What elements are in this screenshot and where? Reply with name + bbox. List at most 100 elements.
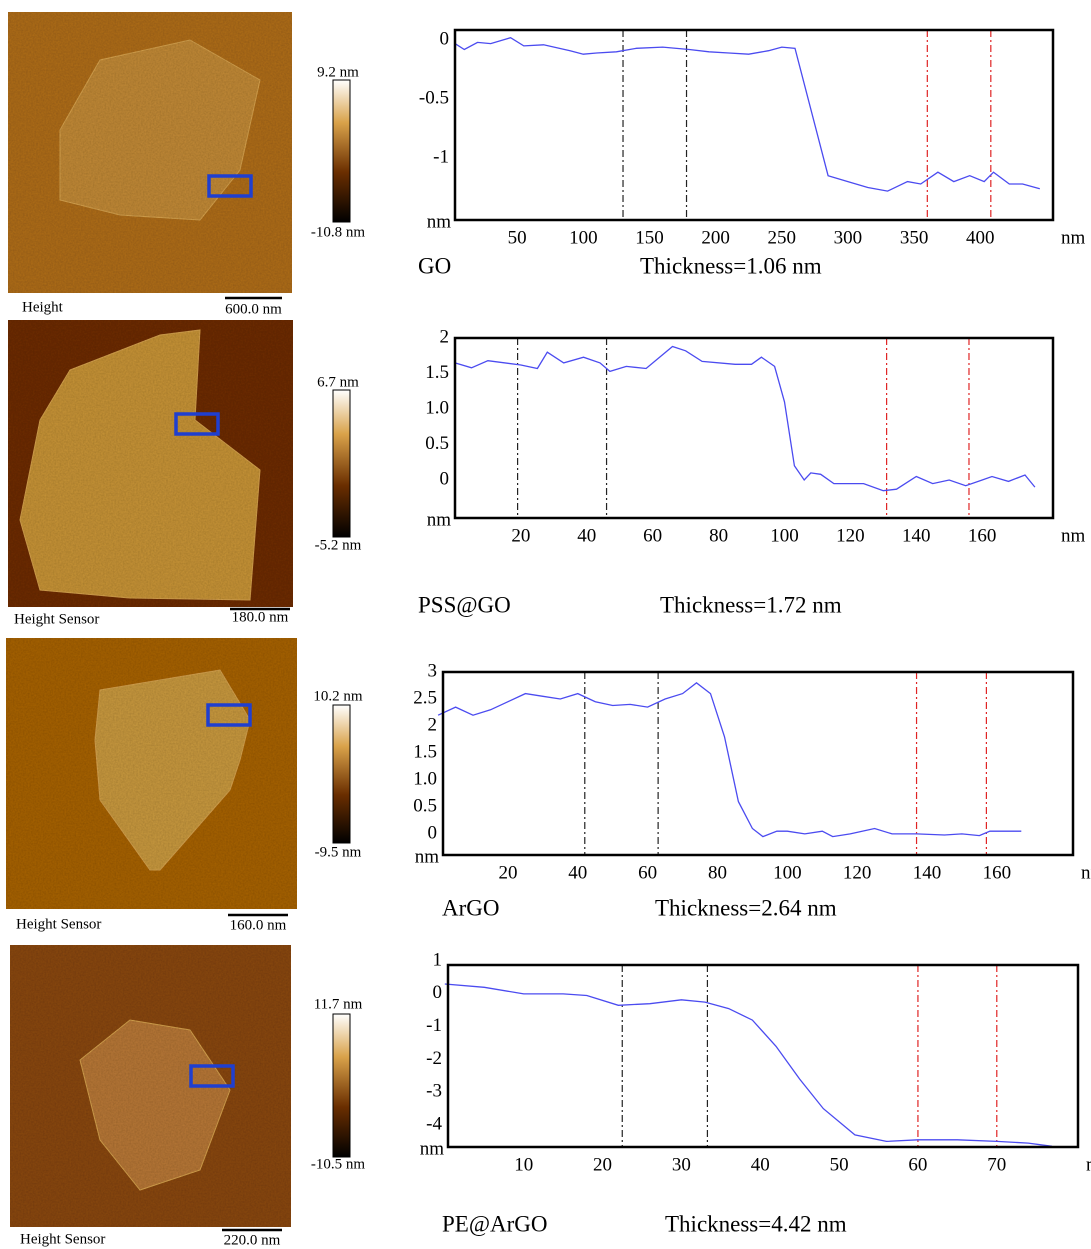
x-tick-label: 250	[768, 227, 797, 248]
x-tick-label: 200	[701, 227, 730, 248]
x-tick-label: 160	[983, 862, 1012, 883]
x-tick-label: 160	[968, 525, 997, 546]
y-tick-label: 2.5	[413, 687, 437, 708]
y-tick-label: -3	[426, 1081, 442, 1102]
x-tick-label: 100	[773, 862, 802, 883]
y-tick-label: 0	[440, 28, 450, 49]
plot-frame	[453, 28, 1055, 222]
y-unit: nm	[427, 211, 452, 232]
x-tick-label: 120	[843, 862, 872, 883]
profile-line	[454, 345, 1036, 492]
y-tick-label: 0	[440, 468, 450, 489]
x-tick-label: 60	[908, 1154, 927, 1175]
colorbar	[332, 704, 351, 844]
sample-label: GO	[418, 253, 451, 278]
y-tick-label: 0	[428, 822, 438, 843]
x-tick-label: 30	[672, 1154, 691, 1175]
x-unit: nm	[1086, 1154, 1091, 1175]
x-tick-label: 60	[638, 862, 657, 883]
x-unit: nm	[1081, 862, 1091, 883]
x-tick-label: 300	[834, 227, 863, 248]
x-tick-label: 120	[836, 525, 865, 546]
x-tick-label: 70	[987, 1154, 1006, 1175]
y-tick-label: 3	[428, 660, 438, 681]
x-tick-label: 140	[913, 862, 942, 883]
colorbar-max: 10.2 nm	[313, 688, 363, 704]
image-mode: Height Sensor	[20, 1231, 105, 1247]
afm-image	[8, 12, 292, 293]
selection-box	[207, 174, 253, 198]
scale-bar-label: 600.0 nm	[225, 301, 282, 317]
y-tick-label: 2	[428, 714, 438, 735]
afm-flake	[79, 1019, 231, 1191]
afm-image	[6, 638, 297, 909]
y-tick-label: -4	[426, 1113, 442, 1134]
thickness-label: Thickness=4.42 nm	[665, 1211, 847, 1236]
x-tick-label: 60	[643, 525, 662, 546]
y-tick-label: 0	[433, 982, 443, 1003]
x-tick-label: 20	[593, 1154, 612, 1175]
afm-image	[10, 945, 291, 1227]
colorbar	[332, 79, 351, 223]
colorbar-min: -5.2 nm	[315, 537, 362, 553]
profile-line	[454, 36, 1040, 192]
profile-line	[437, 681, 1022, 838]
x-tick-label: 80	[709, 525, 728, 546]
selection-box	[206, 703, 252, 727]
y-tick-label: 2	[440, 326, 450, 347]
x-tick-label: 400	[966, 227, 995, 248]
x-tick-label: 40	[751, 1154, 770, 1175]
y-tick-label: 1.0	[425, 397, 449, 418]
x-tick-label: 350	[900, 227, 929, 248]
y-tick-label: 1.0	[413, 768, 437, 789]
x-tick-label: 40	[577, 525, 596, 546]
scale-bar-label: 160.0 nm	[230, 917, 287, 933]
image-mode: Height Sensor	[14, 611, 99, 627]
colorbar	[332, 389, 351, 538]
x-tick-label: 40	[568, 862, 587, 883]
colorbar-min: -10.5 nm	[311, 1156, 365, 1172]
profile-line	[444, 983, 1053, 1147]
x-tick-label: 150	[635, 227, 664, 248]
y-tick-label: 1	[433, 949, 443, 970]
colorbar-min: -9.5 nm	[315, 844, 362, 860]
plot-frame	[453, 336, 1055, 520]
y-unit: nm	[427, 509, 452, 530]
y-unit: nm	[420, 1138, 445, 1159]
x-tick-label: 20	[498, 862, 517, 883]
y-tick-label: 0.5	[413, 795, 437, 816]
thickness-label: Thickness=1.72 nm	[660, 592, 842, 617]
x-tick-label: 140	[902, 525, 931, 546]
sample-label: PE@ArGO	[442, 1211, 548, 1236]
y-tick-label: 1.5	[413, 741, 437, 762]
y-tick-label: -2	[426, 1048, 442, 1069]
plot-frame	[441, 670, 1075, 857]
colorbar-min: -10.8 nm	[311, 224, 365, 240]
colorbar	[332, 1013, 351, 1158]
y-tick-label: 0.5	[425, 433, 449, 454]
y-tick-label: -1	[433, 146, 449, 167]
colorbar-max: 6.7 nm	[317, 374, 359, 390]
x-tick-label: 100	[770, 525, 799, 546]
sample-label: PSS@GO	[418, 592, 511, 617]
y-tick-label: -1	[426, 1015, 442, 1036]
x-tick-label: 20	[511, 525, 530, 546]
x-unit: nm	[1061, 525, 1086, 546]
selection-box	[174, 412, 220, 436]
colorbar-max: 11.7 nm	[314, 996, 363, 1012]
thickness-label: Thickness=2.64 nm	[655, 895, 837, 920]
x-tick-label: 100	[569, 227, 598, 248]
y-tick-label: -0.5	[419, 87, 449, 108]
x-tick-label: 50	[830, 1154, 849, 1175]
x-tick-label: 10	[514, 1154, 533, 1175]
x-tick-label: 80	[708, 862, 727, 883]
x-tick-label: 50	[508, 227, 527, 248]
y-tick-label: 1.5	[425, 362, 449, 383]
image-mode: Height	[22, 299, 64, 315]
selection-box	[189, 1064, 235, 1088]
y-unit: nm	[415, 846, 440, 867]
afm-flake	[19, 329, 261, 601]
thickness-label: Thickness=1.06 nm	[640, 253, 822, 278]
sample-label: ArGO	[442, 895, 500, 920]
